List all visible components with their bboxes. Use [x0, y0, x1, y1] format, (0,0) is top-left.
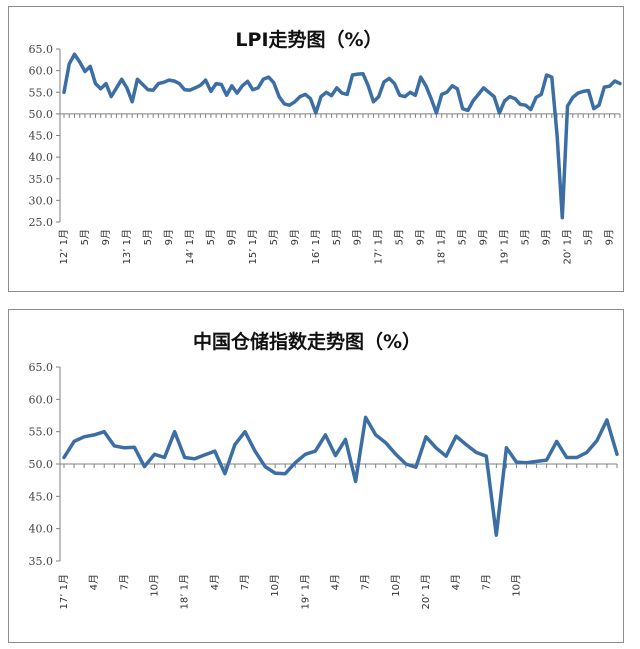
x-tick-label: 9月 [604, 229, 616, 245]
x-tick-label: 9月 [415, 229, 427, 245]
x-tick-label: 15’ 1月 [247, 229, 259, 264]
series-line [62, 415, 619, 537]
chart-title: LPI走势图（%） [235, 28, 382, 51]
x-tick-label: 5月 [268, 229, 280, 245]
x-tick-label: 7月 [239, 574, 251, 590]
x-tick-label: 5月 [583, 229, 595, 245]
x-tick-label: 18’ 1月 [179, 574, 191, 609]
x-tick-label: 14’ 1月 [184, 229, 196, 264]
x-tick-label: 10月 [390, 574, 402, 597]
lpi-chart-panel: LPI走势图（%） 65.0 60.0 55.0 50.0 45.0 40.0 35.0 30… [8, 6, 624, 292]
lpi-chart: LPI走势图（%） 65.0 60.0 55.0 50.0 45.0 40.0 35.0 30… [29, 28, 622, 264]
y-tick-label: 45.0 [29, 130, 54, 143]
x-tick-label: 7月 [480, 574, 492, 590]
x-tick-label: 18’ 1月 [436, 229, 448, 264]
x-tick-label: 5月 [79, 229, 91, 245]
x-tick-label: 5月 [142, 229, 154, 245]
y-tick-label: 50.0 [29, 108, 54, 121]
y-ticks: 65.0 60.0 55.0 50.0 45.0 40.0 35.0 [29, 361, 60, 568]
y-tick-label: 60.0 [29, 393, 54, 406]
x-tick-label: 12’ 1月 [58, 229, 70, 264]
y-tick-label: 60.0 [29, 65, 54, 78]
x-tick-label: 5月 [331, 229, 343, 245]
x-tick-label: 9月 [478, 229, 490, 245]
x-ticks: 12’ 1月 5月 9月 13’ 1月 5月 9月 14’ 1月 5月 9月 15’ 1月 5月 9月… [58, 113, 621, 264]
y-tick-label: 45.0 [29, 490, 54, 503]
x-tick-label: 10月 [510, 574, 522, 597]
y-tick-label: 65.0 [29, 361, 54, 374]
x-tick-label: 4月 [88, 574, 100, 590]
y-tick-label: 35.0 [29, 555, 54, 568]
x-tick-label: 5月 [205, 229, 217, 245]
storage-index-chart-panel: 中国仓储指数走势图（%） 65.0 60.0 55.0 50.0 45.0 40.0 35.… [8, 309, 624, 643]
x-tick-label: 9月 [541, 229, 553, 245]
y-ticks: 65.0 60.0 55.0 50.0 45.0 40.0 35.0 30.0 25.0 [29, 43, 60, 229]
x-tick-label: 4月 [329, 574, 341, 590]
x-tick-label: 10月 [148, 574, 160, 597]
x-tick-label: 4月 [209, 574, 221, 590]
series-line [62, 52, 622, 220]
x-tick-label: 19’ 1月 [299, 574, 311, 609]
x-tick-label: 13’ 1月 [121, 229, 133, 264]
y-tick-label: 30.0 [29, 194, 54, 207]
x-tick-label: 4月 [450, 574, 462, 590]
x-tick-label: 16’ 1月 [310, 229, 322, 264]
x-ticks: 17’ 1月 4月 7月 10月 18’ 1月 4月 7月 10月 19’ 1月 4月 7月 10月 2… [58, 464, 618, 609]
x-tick-label: 20’ 1月 [562, 229, 574, 264]
x-tick-label: 5月 [520, 229, 532, 245]
y-tick-label: 35.0 [29, 173, 54, 186]
x-tick-label: 7月 [118, 574, 130, 590]
x-tick-label: 19’ 1月 [499, 229, 511, 264]
y-tick-label: 40.0 [29, 523, 54, 536]
x-tick-label: 10月 [269, 574, 281, 597]
y-tick-label: 55.0 [29, 86, 54, 99]
x-tick-label: 20’ 1月 [420, 574, 432, 609]
x-tick-label: 9月 [352, 229, 364, 245]
y-tick-label: 55.0 [29, 426, 54, 439]
x-tick-label: 9月 [289, 229, 301, 245]
x-tick-label: 5月 [394, 229, 406, 245]
y-tick-label: 40.0 [29, 151, 54, 164]
y-tick-label: 25.0 [29, 216, 54, 229]
x-tick-label: 9月 [100, 229, 112, 245]
x-tick-label: 7月 [360, 574, 372, 590]
axes [59, 49, 620, 222]
x-tick-label: 17’ 1月 [58, 574, 70, 609]
y-tick-label: 65.0 [29, 43, 54, 56]
x-tick-label: 17’ 1月 [373, 229, 385, 264]
y-tick-label: 50.0 [29, 458, 54, 471]
x-tick-label: 9月 [226, 229, 238, 245]
storage-index-chart: 中国仓储指数走势图（%） 65.0 60.0 55.0 50.0 45.0 40.0 35.… [29, 330, 619, 609]
chart-title: 中国仓储指数走势图（%） [193, 330, 421, 353]
x-tick-label: 9月 [163, 229, 175, 245]
x-tick-label: 5月 [457, 229, 469, 245]
